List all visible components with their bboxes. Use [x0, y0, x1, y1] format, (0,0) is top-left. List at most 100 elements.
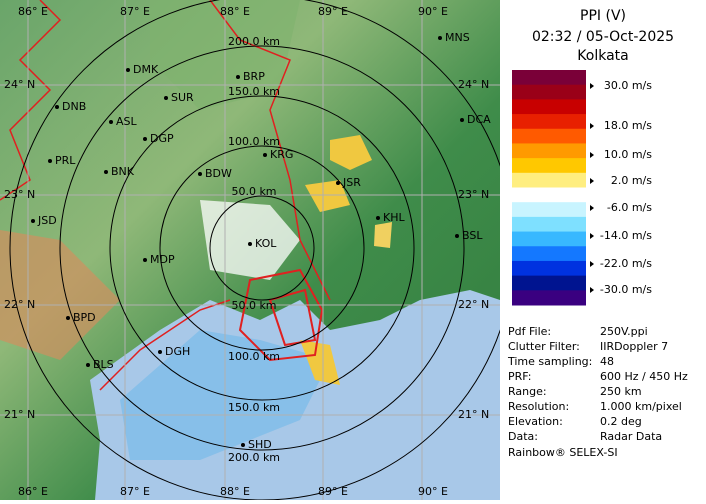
lat-label: 23° N: [458, 188, 489, 201]
info-value: 250 km: [600, 385, 642, 398]
station-dot: [248, 242, 252, 246]
legend-swatch: [512, 143, 586, 159]
legend-swatch: [512, 70, 586, 86]
echo-red: [238, 268, 324, 362]
station-dot: [455, 234, 459, 238]
station-label: PRL: [55, 154, 76, 167]
station-label: BPD: [73, 311, 96, 324]
lat-label: 23° N: [4, 188, 35, 201]
station-label: DNB: [62, 100, 86, 113]
legend-arrow: [590, 83, 594, 89]
station-label: BDW: [205, 167, 232, 180]
info-value: 600 Hz / 450 Hz: [600, 370, 688, 383]
legend-swatch: [512, 216, 586, 233]
border: [209, 0, 331, 301]
station-label: MDP: [150, 253, 175, 266]
ring-label: 50.0 km: [231, 299, 276, 312]
legend-swatch: [512, 290, 586, 306]
legend-arrow: [590, 287, 594, 293]
station-label: DGH: [165, 345, 190, 358]
legend-label: -30.0 m/s: [600, 283, 652, 296]
station-label: DMK: [133, 63, 159, 76]
station-label: BRP: [243, 70, 265, 83]
panel-time: 02:32 / 05-Oct-2025: [532, 29, 674, 45]
station-label: JSD: [37, 214, 57, 227]
echo-red: [268, 288, 317, 347]
ring-label: 50.0 km: [231, 185, 276, 198]
echo-yellow: [374, 222, 392, 248]
legend-swatch: [512, 187, 586, 203]
legend-swatch: [512, 231, 586, 247]
info-key: PRF:: [508, 370, 531, 383]
lat-label: 24° N: [4, 78, 35, 91]
legend-swatch: [512, 84, 586, 100]
station-dot: [86, 363, 90, 367]
legend-swatch: [512, 202, 586, 218]
info-value: IIRDoppler 7: [600, 340, 668, 353]
station-label: DGP: [150, 132, 174, 145]
station-dot: [198, 172, 202, 176]
lon-label: 89° E: [318, 485, 348, 498]
legend-label: -14.0 m/s: [600, 229, 652, 242]
info-key: Data:: [508, 430, 538, 443]
lat-label: 24° N: [458, 78, 489, 91]
station-dot: [104, 170, 108, 174]
info-value: 0.2 deg: [600, 415, 642, 428]
station-dot: [55, 105, 59, 109]
station-label: JSR: [342, 176, 361, 189]
info-key: Range:: [508, 385, 547, 398]
panel-site: Kolkata: [577, 48, 628, 64]
station-dot: [31, 219, 35, 223]
info-key: Resolution:: [508, 400, 569, 413]
station-label: KHL: [383, 211, 405, 224]
station-dot: [143, 258, 147, 262]
station-label: MNS: [445, 31, 470, 44]
legend-swatch: [512, 158, 586, 174]
info-value: 250V.ppi: [600, 325, 648, 338]
legend-arrow: [590, 152, 594, 158]
ring-label: 200.0 km: [228, 35, 280, 48]
legend-swatch: [512, 99, 586, 115]
station-dot: [438, 36, 442, 40]
legend-swatch: [512, 128, 586, 144]
legend-arrow: [590, 205, 594, 211]
legend-label: -22.0 m/s: [600, 257, 652, 270]
lon-label: 88° E: [220, 485, 250, 498]
info-key: Clutter Filter:: [508, 340, 580, 353]
station-label: SHD: [248, 438, 272, 451]
legend-label: 18.0 m/s: [604, 119, 652, 132]
station-label: ASL: [116, 115, 138, 128]
info-key: Elevation:: [508, 415, 563, 428]
lat-label: 22° N: [4, 298, 35, 311]
echo-yellow: [300, 340, 340, 385]
range-ring: [209, 195, 315, 301]
station-dot: [109, 120, 113, 124]
ring-label: 150.0 km: [228, 401, 280, 414]
station-dot: [241, 443, 245, 447]
station-dot: [158, 350, 162, 354]
station-label: BSL: [462, 229, 483, 242]
lat-label: 21° N: [458, 408, 489, 421]
legend-arrow: [590, 233, 594, 239]
legend-swatch: [512, 172, 586, 188]
border: [0, 0, 62, 201]
range-ring: [109, 95, 415, 401]
station-dot: [143, 137, 147, 141]
station-dot: [460, 118, 464, 122]
highland: [0, 230, 120, 360]
lon-label: 89° E: [318, 5, 348, 18]
footer: Rainbow® SELEX-SI: [508, 446, 618, 459]
range-ring: [59, 45, 465, 451]
station-label: BNK: [111, 165, 135, 178]
panel-title: PPI (V): [580, 8, 626, 24]
station-label: SUR: [171, 91, 194, 104]
legend-arrow: [590, 178, 594, 184]
station-dot: [376, 216, 380, 220]
station-dot: [48, 159, 52, 163]
legend-label: 2.0 m/s: [611, 174, 652, 187]
station-dot: [236, 75, 240, 79]
map: 86° E 87° E 88° E 89° E 90° E 86° E 87° E 88° E…: [0, 0, 515, 501]
legend-label: 10.0 m/s: [604, 148, 652, 161]
lon-label: 88° E: [220, 5, 250, 18]
